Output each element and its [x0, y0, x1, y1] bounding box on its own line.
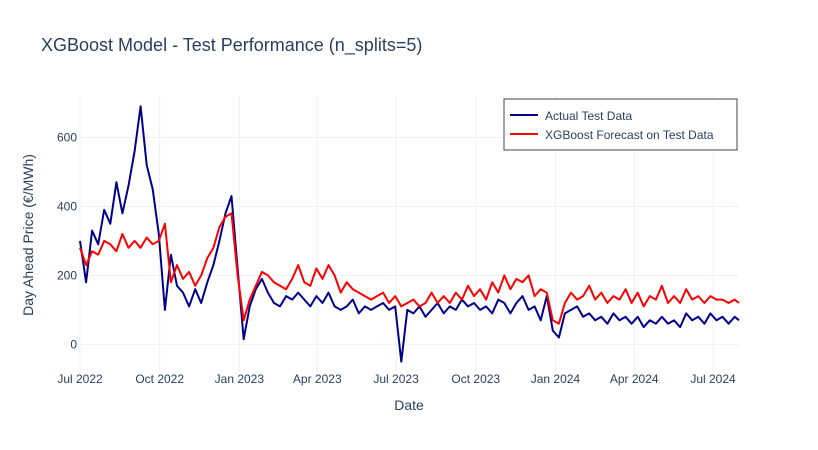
- y-tick-label: 400: [57, 199, 77, 213]
- x-axis-ticks: Jul 2022 Oct 2022 Jan 2023 Apr 2023 Jul 2023…: [57, 372, 736, 386]
- y-tick-label: 0: [70, 337, 77, 351]
- y-axis-ticks: 0 200 400 600: [57, 130, 77, 351]
- x-tick-label: Jul 2023: [373, 372, 419, 386]
- legend-label-actual: Actual Test Data: [545, 109, 632, 123]
- x-axis-label: Date: [394, 397, 424, 413]
- series-line-forecast: [79, 212, 740, 325]
- x-tick-label: Oct 2022: [135, 372, 184, 386]
- legend: Actual Test Data XGBoost Forecast on Tes…: [503, 98, 738, 151]
- x-tick-label: Jan 2024: [531, 372, 581, 386]
- legend-label-forecast: XGBoost Forecast on Test Data: [545, 128, 714, 142]
- x-tick-label: Jan 2023: [215, 372, 265, 386]
- y-axis-label: Day Ahead Price (€/MWh): [20, 154, 36, 316]
- x-tick-label: Jul 2024: [690, 372, 736, 386]
- chart-title: XGBoost Model - Test Performance (n_spli…: [41, 35, 422, 56]
- y-tick-label: 600: [57, 130, 77, 144]
- series-layer: [79, 105, 740, 363]
- legend-box: [503, 98, 738, 151]
- x-tick-label: Apr 2024: [610, 372, 659, 386]
- y-tick-label: 200: [57, 268, 77, 282]
- x-tick-label: Oct 2023: [451, 372, 500, 386]
- x-tick-label: Apr 2023: [293, 372, 342, 386]
- x-tick-label: Jul 2022: [57, 372, 103, 386]
- series-line-actual: [79, 105, 740, 363]
